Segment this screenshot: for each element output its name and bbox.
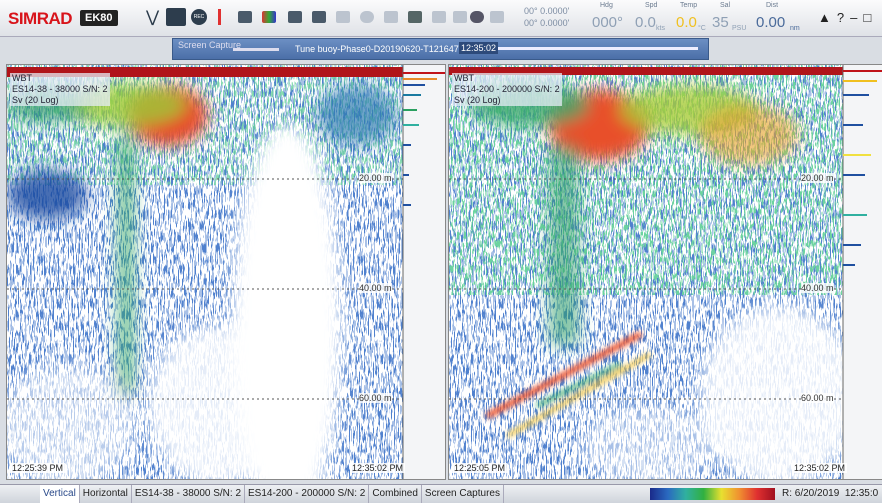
echogram	[7, 65, 445, 479]
salinity-unit: PSU	[732, 25, 747, 32]
tool[interactable]	[288, 11, 302, 23]
status-bar: Vertical Horizontal ES14-38 - 38000 S/N: 2…	[0, 484, 882, 503]
speed-label: Spd	[645, 2, 658, 9]
strip-ticks	[843, 70, 882, 266]
window-controls[interactable]: ▲?–□	[818, 10, 878, 25]
record-button[interactable]: REC	[191, 9, 207, 25]
depth-label: 20.00 m	[801, 173, 834, 183]
salinity-label: Sal	[720, 2, 731, 9]
tool[interactable]	[490, 11, 504, 23]
tool[interactable]	[312, 11, 326, 23]
tab[interactable]: Screen Captures	[422, 485, 504, 503]
speed-value: 0.0	[635, 14, 656, 31]
surface-line	[449, 67, 882, 75]
echogram-panel: WBT ES14-200 - 200000 S/N: 2 Sv (20 Log)…	[448, 64, 882, 480]
depth-lines	[7, 178, 403, 400]
transducer: WBT	[452, 73, 562, 84]
tab[interactable]: Combined	[369, 485, 422, 503]
echogram	[449, 65, 882, 479]
latitude: 00° 0.0000'	[524, 6, 570, 16]
mode: Sv (20 Log)	[10, 95, 110, 106]
tab[interactable]: Horizontal	[80, 485, 132, 503]
tool[interactable]	[453, 11, 467, 23]
mode: Sv (20 Log)	[452, 95, 562, 106]
logo: SIMRAD	[8, 9, 73, 28]
longitude: 00° 0.0000'	[524, 18, 570, 28]
end-time: 12:35:02 PM	[350, 463, 406, 473]
search[interactable]	[470, 11, 484, 23]
tab[interactable]: ES14-38 - 38000 S/N: 2	[132, 485, 246, 503]
strip-ticks	[403, 72, 445, 206]
surface-line	[7, 67, 445, 77]
echogram-panel: WBT ES14-38 - 38000 S/N: 2 Sv (20 Log) 2…	[6, 64, 446, 480]
replay-file: Tune buoy-Phase0-D20190620-T121647-0	[295, 44, 467, 54]
echo-shapes	[7, 83, 397, 479]
depth-lines	[449, 178, 843, 400]
heading-label: Hdg	[600, 2, 613, 9]
color-scale[interactable]	[650, 488, 775, 500]
panel-info: WBT ES14-38 - 38000 S/N: 2 Sv (20 Log)	[10, 73, 110, 106]
status-time: R: 6/20/2019 12:35:0	[782, 488, 879, 499]
depth-label: 40.00 m	[801, 283, 834, 293]
replay-bar: Screen Capture Tune buoy-Phase0-D2019062…	[172, 38, 709, 60]
echo-shapes	[469, 83, 859, 479]
transducer: WBT	[10, 73, 110, 84]
camera-button[interactable]	[166, 8, 186, 26]
heading-value: 000°	[592, 14, 624, 31]
bar-strip	[843, 65, 882, 479]
salinity-value: 35	[712, 14, 729, 31]
speed-unit: kts	[656, 25, 665, 32]
temperature-unit: °C	[698, 25, 706, 32]
alarm	[218, 9, 221, 25]
start-time: 12:25:05 PM	[452, 463, 508, 473]
tool[interactable]	[384, 11, 398, 23]
tab[interactable]: ES14-200 - 200000 S/N: 2	[245, 485, 370, 503]
bar-strip	[403, 65, 445, 479]
tool[interactable]	[432, 11, 446, 23]
tab[interactable]: Vertical	[40, 485, 80, 503]
slider[interactable]	[233, 48, 279, 51]
distance-label: Dist	[766, 2, 779, 9]
tool[interactable]	[360, 11, 374, 23]
tool[interactable]	[408, 11, 422, 23]
temperature-label: Temp	[680, 2, 698, 9]
tool[interactable]	[238, 11, 252, 23]
depth-label: 40.00 m	[359, 283, 392, 293]
tool[interactable]	[262, 11, 276, 23]
start-time: 12:25:39 PM	[10, 463, 66, 473]
depth-label: 60.00 m	[359, 393, 392, 403]
toolbar: SIMRAD EK80 ⋁ REC 00° 0.0000' 00° 0.0000…	[0, 0, 882, 37]
depth-label: 20.00 m	[359, 173, 392, 183]
temperature-value: 0.0	[676, 14, 697, 31]
distance-unit: nm	[790, 25, 800, 32]
collapse-icon[interactable]: ⋁	[146, 9, 160, 26]
replay-time: 12:35:02	[459, 42, 499, 54]
channel: ES14-200 - 200000 S/N: 2	[452, 84, 562, 95]
screen-capture-label: Screen Capture	[178, 40, 242, 50]
channel: ES14-38 - 38000 S/N: 2	[10, 84, 110, 95]
panel-info: WBT ES14-200 - 200000 S/N: 2 Sv (20 Log)	[452, 73, 562, 106]
end-time: 12:35:02 PM	[792, 463, 848, 473]
tool[interactable]	[336, 11, 350, 23]
model: EK80	[80, 10, 118, 26]
depth-label: 60.00 m	[801, 393, 834, 403]
distance-value: 0.00	[756, 14, 786, 31]
replay-slider[interactable]	[498, 47, 698, 50]
tab-bar: Vertical Horizontal ES14-38 - 38000 S/N: 2…	[40, 485, 504, 503]
fish-traces	[486, 332, 651, 437]
